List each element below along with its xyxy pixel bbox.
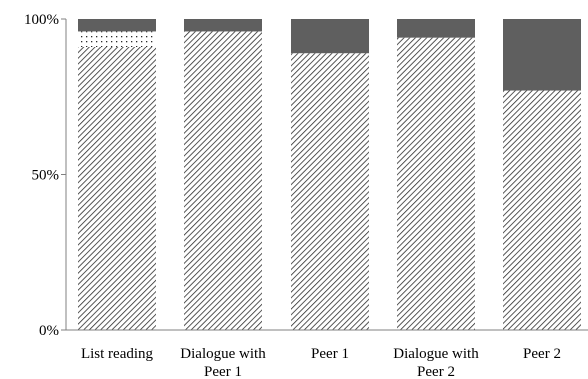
axes bbox=[61, 19, 588, 331]
y-tick-label: 50% bbox=[32, 168, 60, 184]
x-category-label-line: Peer 1 bbox=[311, 346, 349, 362]
x-category-label: Dialogue with Peer 2 bbox=[393, 346, 479, 379]
x-category-label: Dialogue with Peer 1 bbox=[180, 346, 266, 379]
x-category-label-line: List reading bbox=[81, 346, 154, 362]
bar-segment-diagonal-hatch bbox=[397, 37, 475, 330]
y-tick-label: 100% bbox=[24, 12, 59, 28]
x-category-label-line: Peer 2 bbox=[523, 346, 561, 362]
x-category-label: Peer 2 bbox=[523, 346, 561, 362]
bar-segment-solid bbox=[78, 19, 156, 32]
bar-segment-solid bbox=[291, 19, 369, 54]
x-category-label-line: Peer 2 bbox=[417, 364, 455, 379]
x-category-label: Peer 1 bbox=[311, 346, 349, 362]
y-tick-label: 0% bbox=[39, 323, 59, 339]
y-axis-ticks: 0% 50% 100% bbox=[24, 12, 66, 339]
bar-segment-solid bbox=[503, 19, 581, 91]
x-category-label: List reading bbox=[81, 346, 154, 362]
x-category-label-line: Dialogue with bbox=[393, 346, 479, 362]
bar-segment-dots bbox=[78, 31, 156, 47]
x-category-label-line: Dialogue with bbox=[180, 346, 266, 362]
x-category-label-line: Peer 1 bbox=[204, 364, 242, 379]
bar-segment-solid bbox=[184, 19, 262, 32]
bar-segment-diagonal-hatch bbox=[503, 90, 581, 330]
bar-segment-solid bbox=[397, 19, 475, 38]
bar-segment-diagonal-hatch bbox=[78, 46, 156, 331]
bar-segment-diagonal-hatch bbox=[291, 53, 369, 331]
bars bbox=[78, 19, 581, 331]
bar-segment-diagonal-hatch bbox=[184, 31, 262, 330]
